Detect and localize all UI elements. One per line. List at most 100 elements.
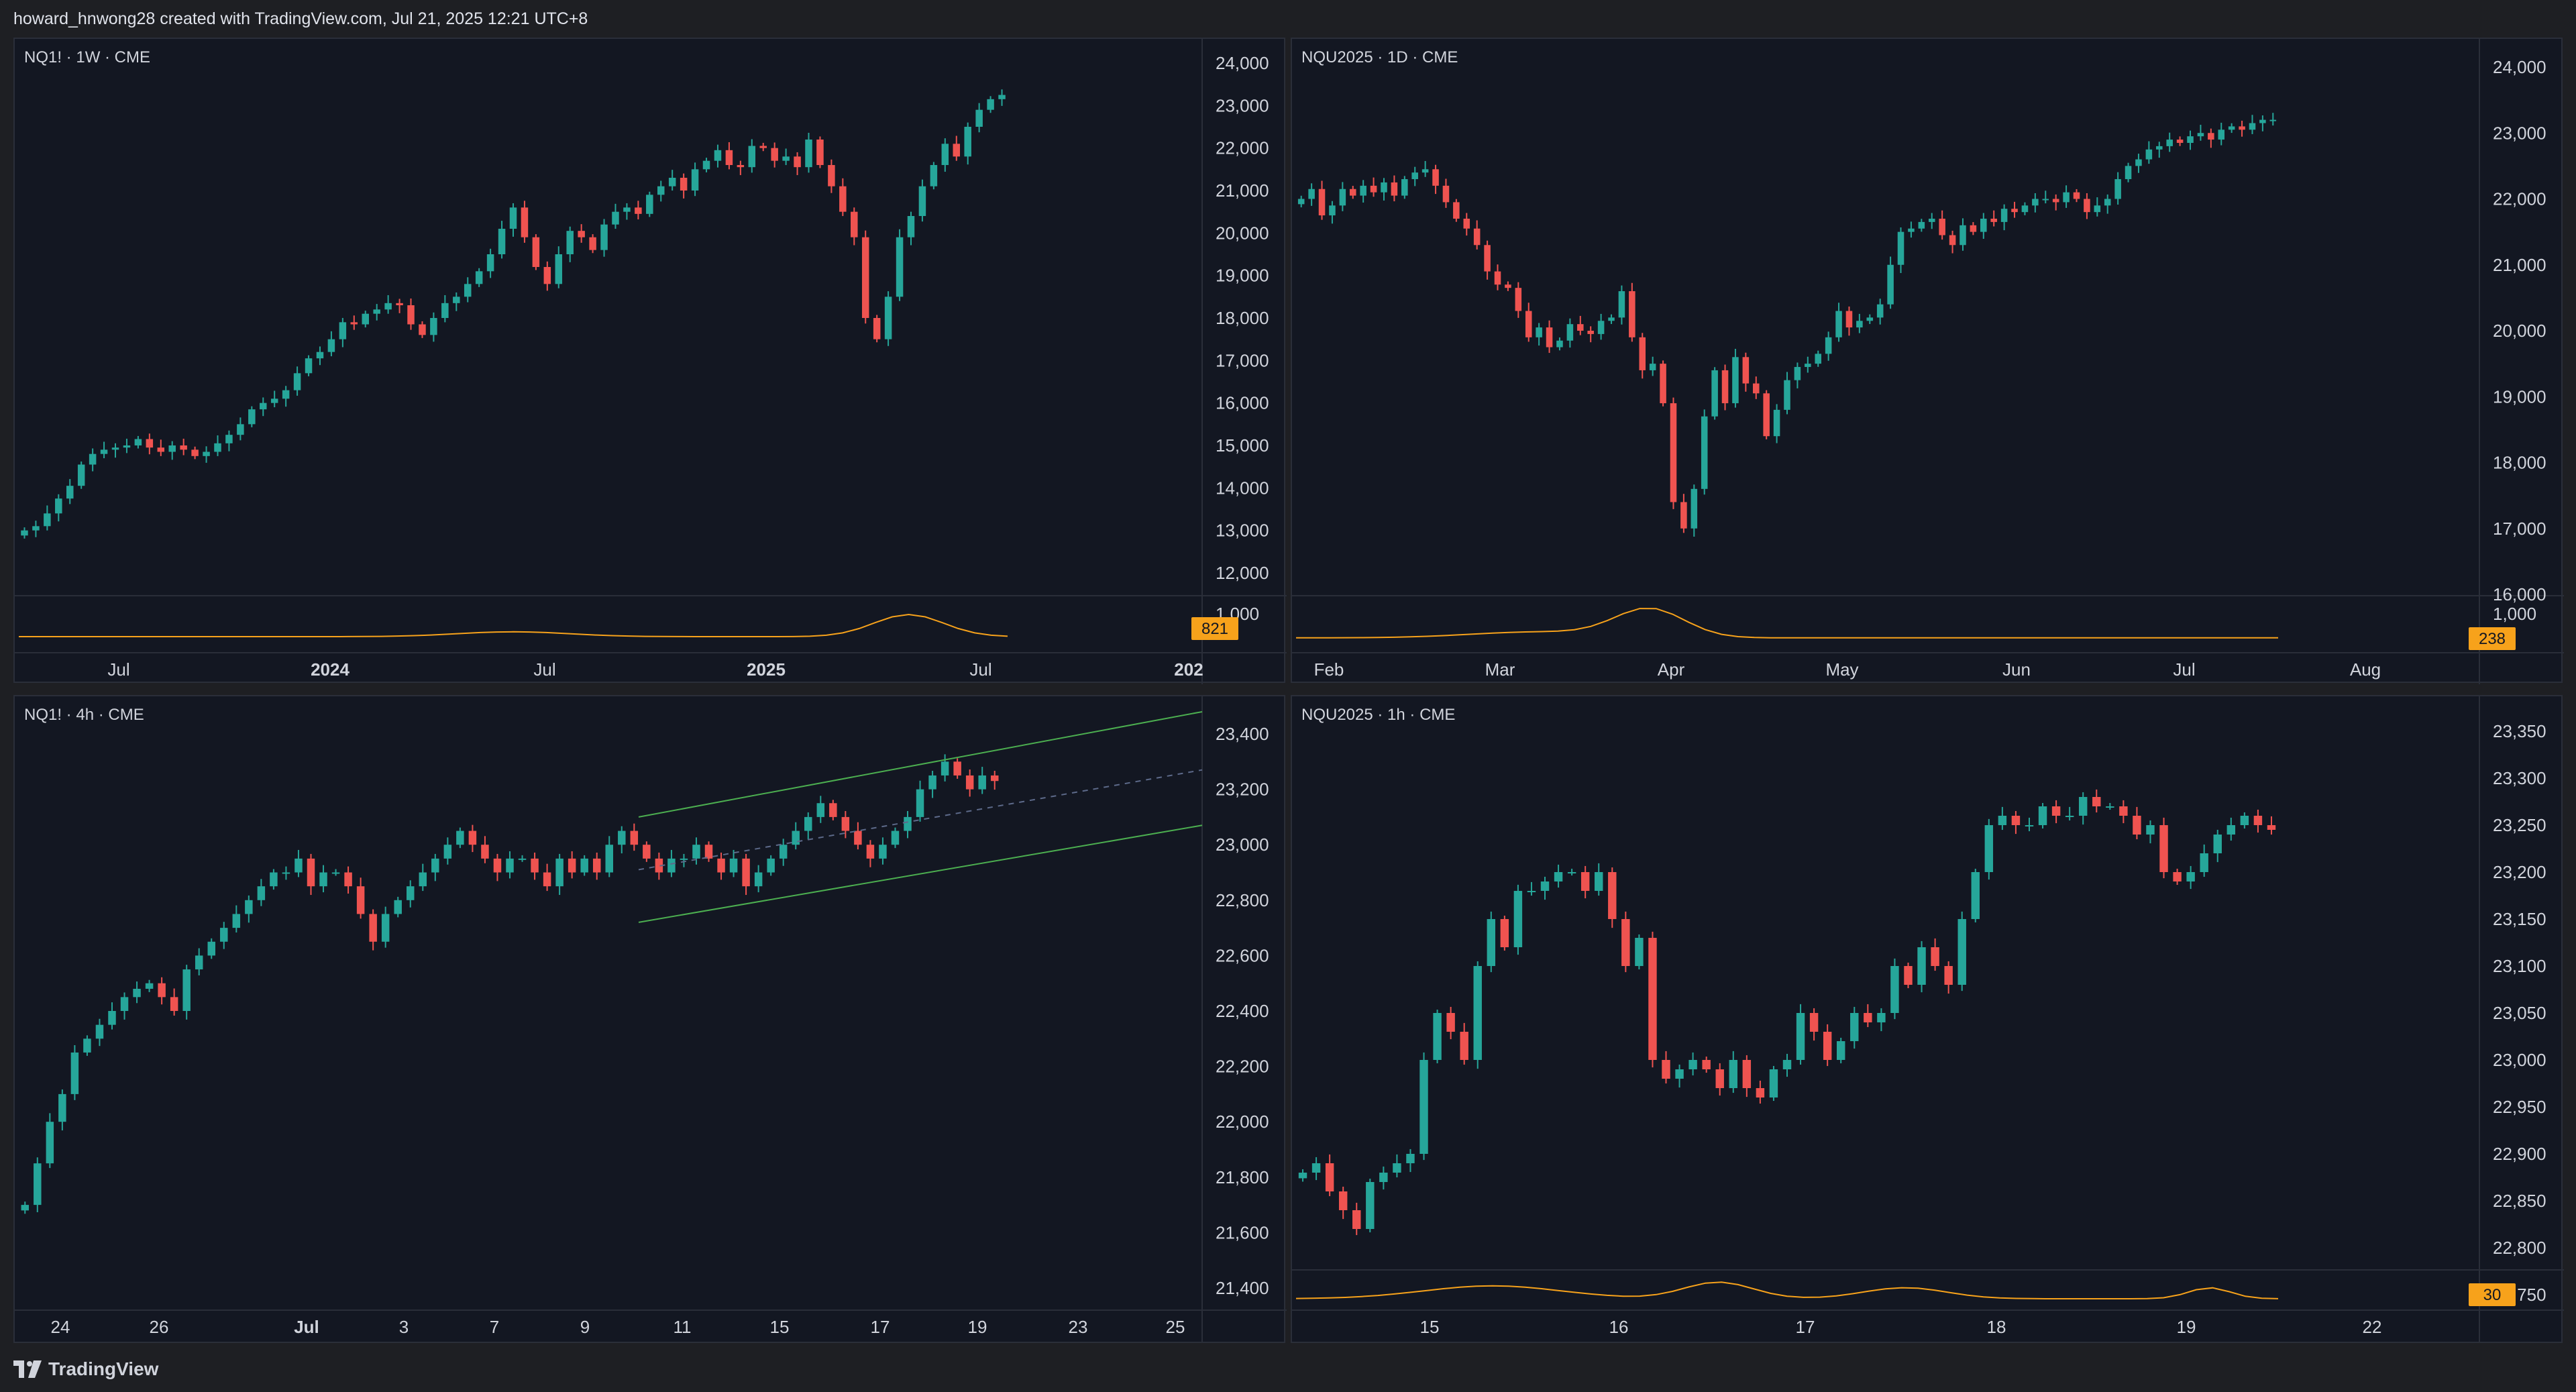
- chart-panel-daily[interactable]: 24,000 23,000 22,000 21,000 20,000 19,000 18,0…: [1291, 38, 2564, 684]
- time-tick-label: 19: [2177, 1317, 2196, 1337]
- candle-body: [1823, 1032, 1832, 1060]
- candle-body: [1918, 221, 1925, 229]
- price-tick-label: 13,000: [1216, 521, 1269, 541]
- candle-body: [2011, 816, 2021, 825]
- candle-body: [704, 845, 713, 859]
- candle-body: [468, 831, 477, 845]
- candle-body: [861, 237, 869, 318]
- candle-body: [89, 453, 97, 465]
- candle-body: [1949, 235, 1956, 246]
- candle-body: [2114, 179, 2121, 199]
- candle-body: [21, 530, 28, 536]
- price-tick-label: 22,000: [1216, 1112, 1269, 1132]
- candle-body: [941, 761, 949, 775]
- candle-body: [2104, 199, 2111, 206]
- candle-body: [964, 127, 971, 157]
- candle-body: [1773, 409, 1780, 437]
- candle-body: [759, 146, 767, 148]
- candle-body: [486, 254, 494, 272]
- chart-panel-weekly[interactable]: 24,000 23,000 22,000 21,000 20,000 19,000 18,0…: [13, 38, 1287, 684]
- candle-body: [1370, 185, 1377, 193]
- candle-body: [2145, 149, 2153, 160]
- candle-body: [1805, 364, 1811, 368]
- candle-body: [1635, 938, 1644, 966]
- candle-body: [384, 303, 392, 310]
- candle-body: [44, 513, 51, 527]
- candle-body: [680, 858, 688, 860]
- candle-body: [543, 872, 551, 887]
- candle-body: [32, 526, 40, 531]
- candle-body: [816, 140, 824, 165]
- candle-body: [680, 178, 688, 191]
- candle-body: [2218, 129, 2225, 140]
- candle-body: [566, 231, 574, 254]
- candle-body: [356, 886, 365, 914]
- candle-body: [1494, 271, 1501, 285]
- candle-body: [1887, 264, 1894, 305]
- candle-body: [77, 464, 85, 486]
- candle-body: [1546, 327, 1553, 347]
- candle-body: [1890, 966, 1899, 1013]
- candle-body: [456, 831, 464, 845]
- candle-body: [1432, 169, 1439, 186]
- candle-body: [1897, 231, 1904, 265]
- candle-body: [1796, 1013, 1805, 1060]
- candle-body: [133, 988, 141, 998]
- tradingview-logo[interactable]: TradingView: [13, 1358, 158, 1380]
- candle-body: [1419, 1060, 1428, 1154]
- candle-body: [34, 1163, 42, 1206]
- price-tick-label: 17,000: [2493, 519, 2546, 539]
- price-tick-label: 22,000: [2493, 189, 2546, 209]
- candle-body: [2038, 806, 2047, 825]
- chart-panel-4h[interactable]: 23,400 23,200 23,000 22,800 22,600 22,400 22,2…: [13, 695, 1287, 1343]
- candle-body: [1311, 1163, 1321, 1173]
- candle-body: [635, 207, 642, 214]
- candle-body: [1856, 321, 1863, 328]
- candle-body: [134, 439, 142, 445]
- candle-body: [829, 803, 837, 817]
- candle-body: [2146, 825, 2155, 835]
- time-tick-label: 19: [968, 1317, 987, 1337]
- candle-body: [1639, 337, 1646, 370]
- candle-body: [2259, 119, 2266, 123]
- candle-body: [692, 845, 700, 859]
- candle-body: [1675, 1069, 1684, 1079]
- chart-panel-1h[interactable]: 23,350 23,300 23,250 23,200 23,150 23,100 23,0…: [1291, 695, 2564, 1343]
- candle-body: [464, 284, 472, 297]
- candle-body: [737, 165, 745, 168]
- candle-body: [1339, 189, 1346, 206]
- price-tick-label: 24,000: [1216, 53, 1269, 73]
- attribution-text: howard_hnwong28 created with TradingView…: [13, 9, 588, 28]
- candle-body: [2084, 199, 2090, 213]
- candle-body: [168, 445, 176, 452]
- candle-body: [2186, 872, 2195, 881]
- volume-value-badge: [1191, 617, 1238, 640]
- candle-body: [1484, 245, 1491, 272]
- time-tick-label: 24: [51, 1317, 70, 1337]
- candle-body: [1742, 1060, 1752, 1088]
- time-tick-label: 2025: [747, 659, 786, 680]
- candle-body: [1308, 189, 1315, 199]
- volume-ma-line: [1296, 608, 2278, 639]
- candle-body: [1473, 228, 1481, 246]
- candle-body: [1990, 218, 1997, 222]
- price-tick-label: 19,000: [1216, 266, 1269, 286]
- candle-body: [873, 318, 881, 339]
- panel-title: NQU2025 · 1D · CME: [1301, 48, 1458, 66]
- price-tick-label: 22,950: [2493, 1097, 2546, 1117]
- price-tick-label: 18,000: [2493, 453, 2546, 473]
- candle-body: [1662, 1060, 1670, 1079]
- candle-body: [2092, 797, 2101, 806]
- candle-body: [2249, 123, 2256, 130]
- candle-body: [2063, 192, 2070, 203]
- candle-body: [2032, 199, 2039, 206]
- candle-body: [21, 1205, 30, 1211]
- time-tick-label: 9: [580, 1317, 590, 1337]
- volume-value-text: 30: [2483, 1286, 2502, 1304]
- time-tick-label: 3: [399, 1317, 409, 1337]
- candle-body: [1688, 1060, 1697, 1069]
- candle-body: [1446, 1013, 1455, 1032]
- candle-body: [916, 789, 924, 817]
- candle-body: [1845, 311, 1853, 328]
- candle-body: [748, 146, 756, 168]
